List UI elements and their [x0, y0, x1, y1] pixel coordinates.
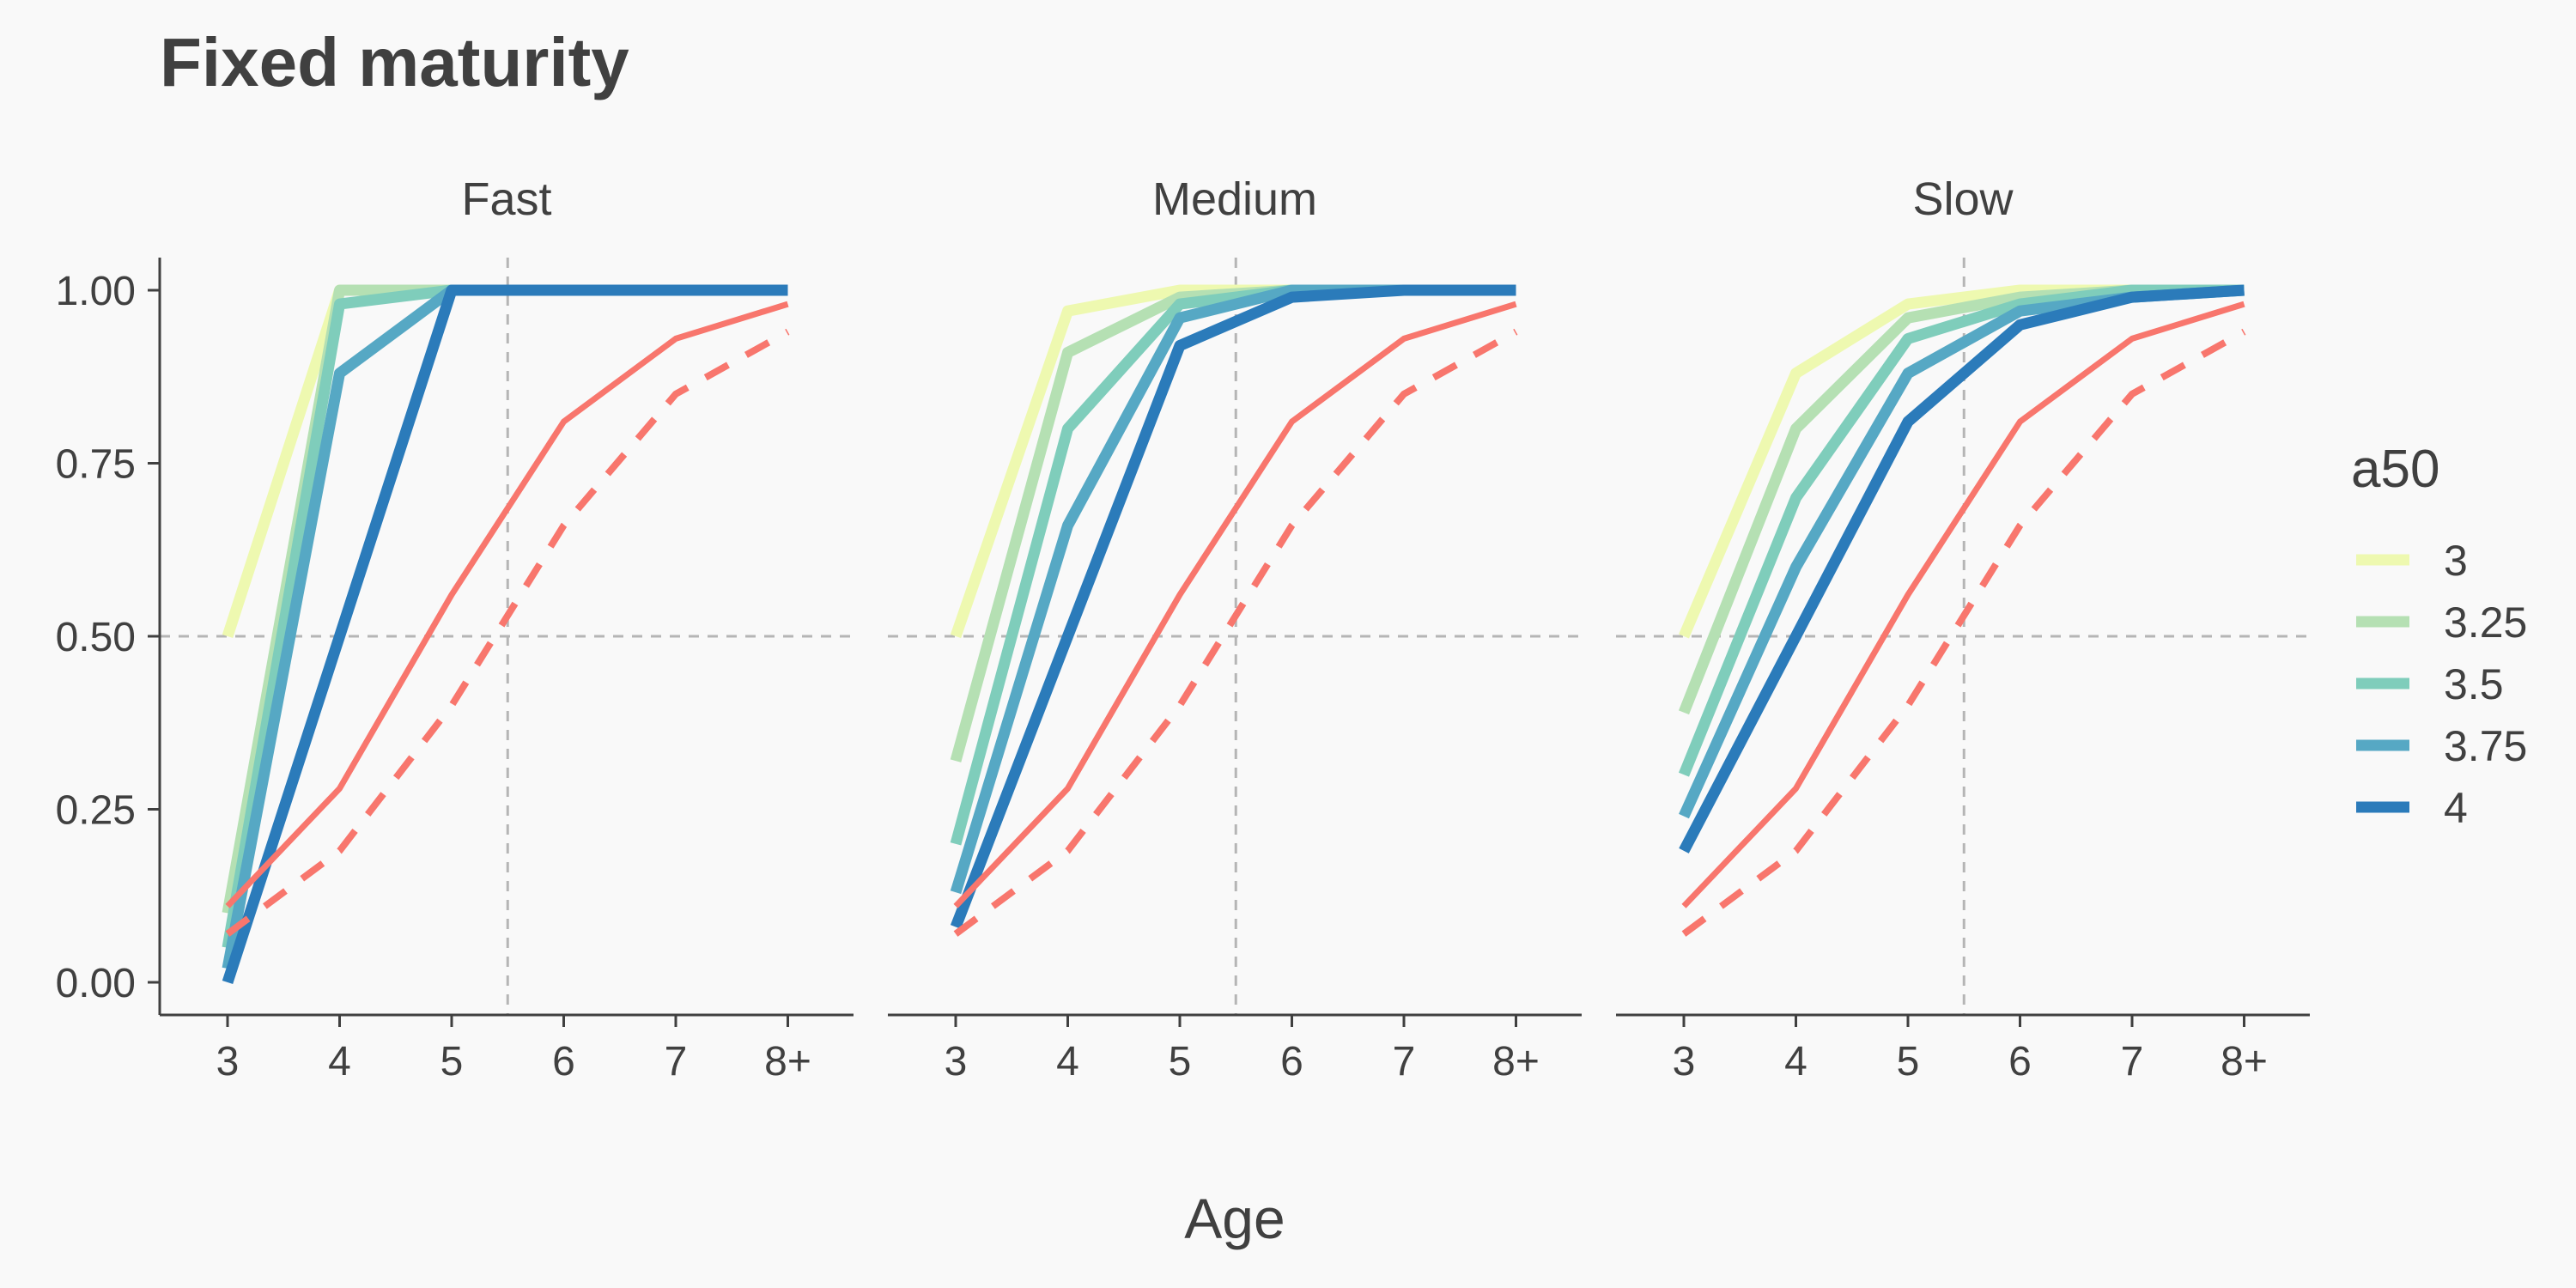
- panels: Fast 3 4 5 6 7 8+ Medium 3 4 5 6 7 8+ Slow 3 4 5 6 7 8+: [160, 173, 2310, 1084]
- panel-medium: Medium 3 4 5 6 7 8+: [888, 173, 1582, 1084]
- reference-curve-dashed: [225, 328, 790, 937]
- x-tick-label: 5: [1897, 1039, 1920, 1084]
- x-tick-label: 8+: [764, 1039, 811, 1084]
- y-tick-label: 0.50: [56, 615, 136, 660]
- reference-curve-dashed: [953, 328, 1518, 937]
- panel-strip-label: Slow: [1912, 173, 2014, 225]
- legend-label: 3.75: [2444, 722, 2527, 770]
- x-tick-label: 7: [2121, 1039, 2144, 1084]
- reference-curve-solid: [225, 301, 789, 908]
- x-tick-label: 6: [1280, 1039, 1303, 1084]
- x-axis-title: Age: [1184, 1187, 1285, 1250]
- panel-fast: Fast 3 4 5 6 7 8+: [160, 173, 854, 1084]
- legend-label: 3: [2444, 537, 2468, 585]
- x-tick-label: 8+: [2221, 1039, 2268, 1084]
- x-tick-label: 7: [1393, 1039, 1416, 1084]
- panel-slow: Slow 3 4 5 6 7 8+: [1616, 173, 2310, 1084]
- y-tick-label: 1.00: [56, 269, 136, 314]
- x-tick-label: 6: [552, 1039, 575, 1084]
- y-tick-label: 0.75: [56, 442, 136, 488]
- reference-curve-solid: [1681, 301, 2245, 908]
- reference-curve-dashed: [1681, 328, 2246, 937]
- x-tick-label: 5: [1169, 1039, 1192, 1084]
- x-tick-label: 6: [2008, 1039, 2032, 1084]
- y-tick-label: 0.00: [56, 961, 136, 1006]
- legend: a50 3 3.25 3.5 3.75 4: [2351, 440, 2527, 832]
- series-line-a50-4: [950, 284, 1516, 929]
- panel-strip-label: Fast: [461, 173, 551, 225]
- x-tick-label: 3: [945, 1039, 968, 1084]
- x-tick-label: 4: [1056, 1039, 1079, 1084]
- x-tick-label: 3: [1673, 1039, 1696, 1084]
- y-tick-label: 0.25: [56, 788, 136, 834]
- chart-title: Fixed maturity: [160, 24, 629, 100]
- panel-strip-label: Medium: [1152, 173, 1317, 225]
- legend-title: a50: [2351, 440, 2439, 499]
- x-tick-label: 3: [216, 1039, 240, 1084]
- legend-label: 3.25: [2444, 598, 2527, 647]
- series-line-a50-4: [222, 284, 788, 985]
- x-tick-label: 4: [328, 1039, 351, 1084]
- x-tick-label: 8+: [1492, 1039, 1540, 1084]
- x-tick-label: 5: [440, 1039, 464, 1084]
- x-tick-label: 7: [665, 1039, 688, 1084]
- series-line-a50-4: [1679, 284, 2245, 854]
- y-axis: 0.00 0.25 0.50 0.75 1.00: [56, 258, 161, 1015]
- legend-label: 3.5: [2444, 660, 2504, 708]
- legend-label: 4: [2444, 784, 2468, 832]
- reference-curve-solid: [953, 301, 1517, 908]
- series-line-a50-3-5: [1678, 284, 2245, 777]
- x-tick-label: 4: [1784, 1039, 1807, 1084]
